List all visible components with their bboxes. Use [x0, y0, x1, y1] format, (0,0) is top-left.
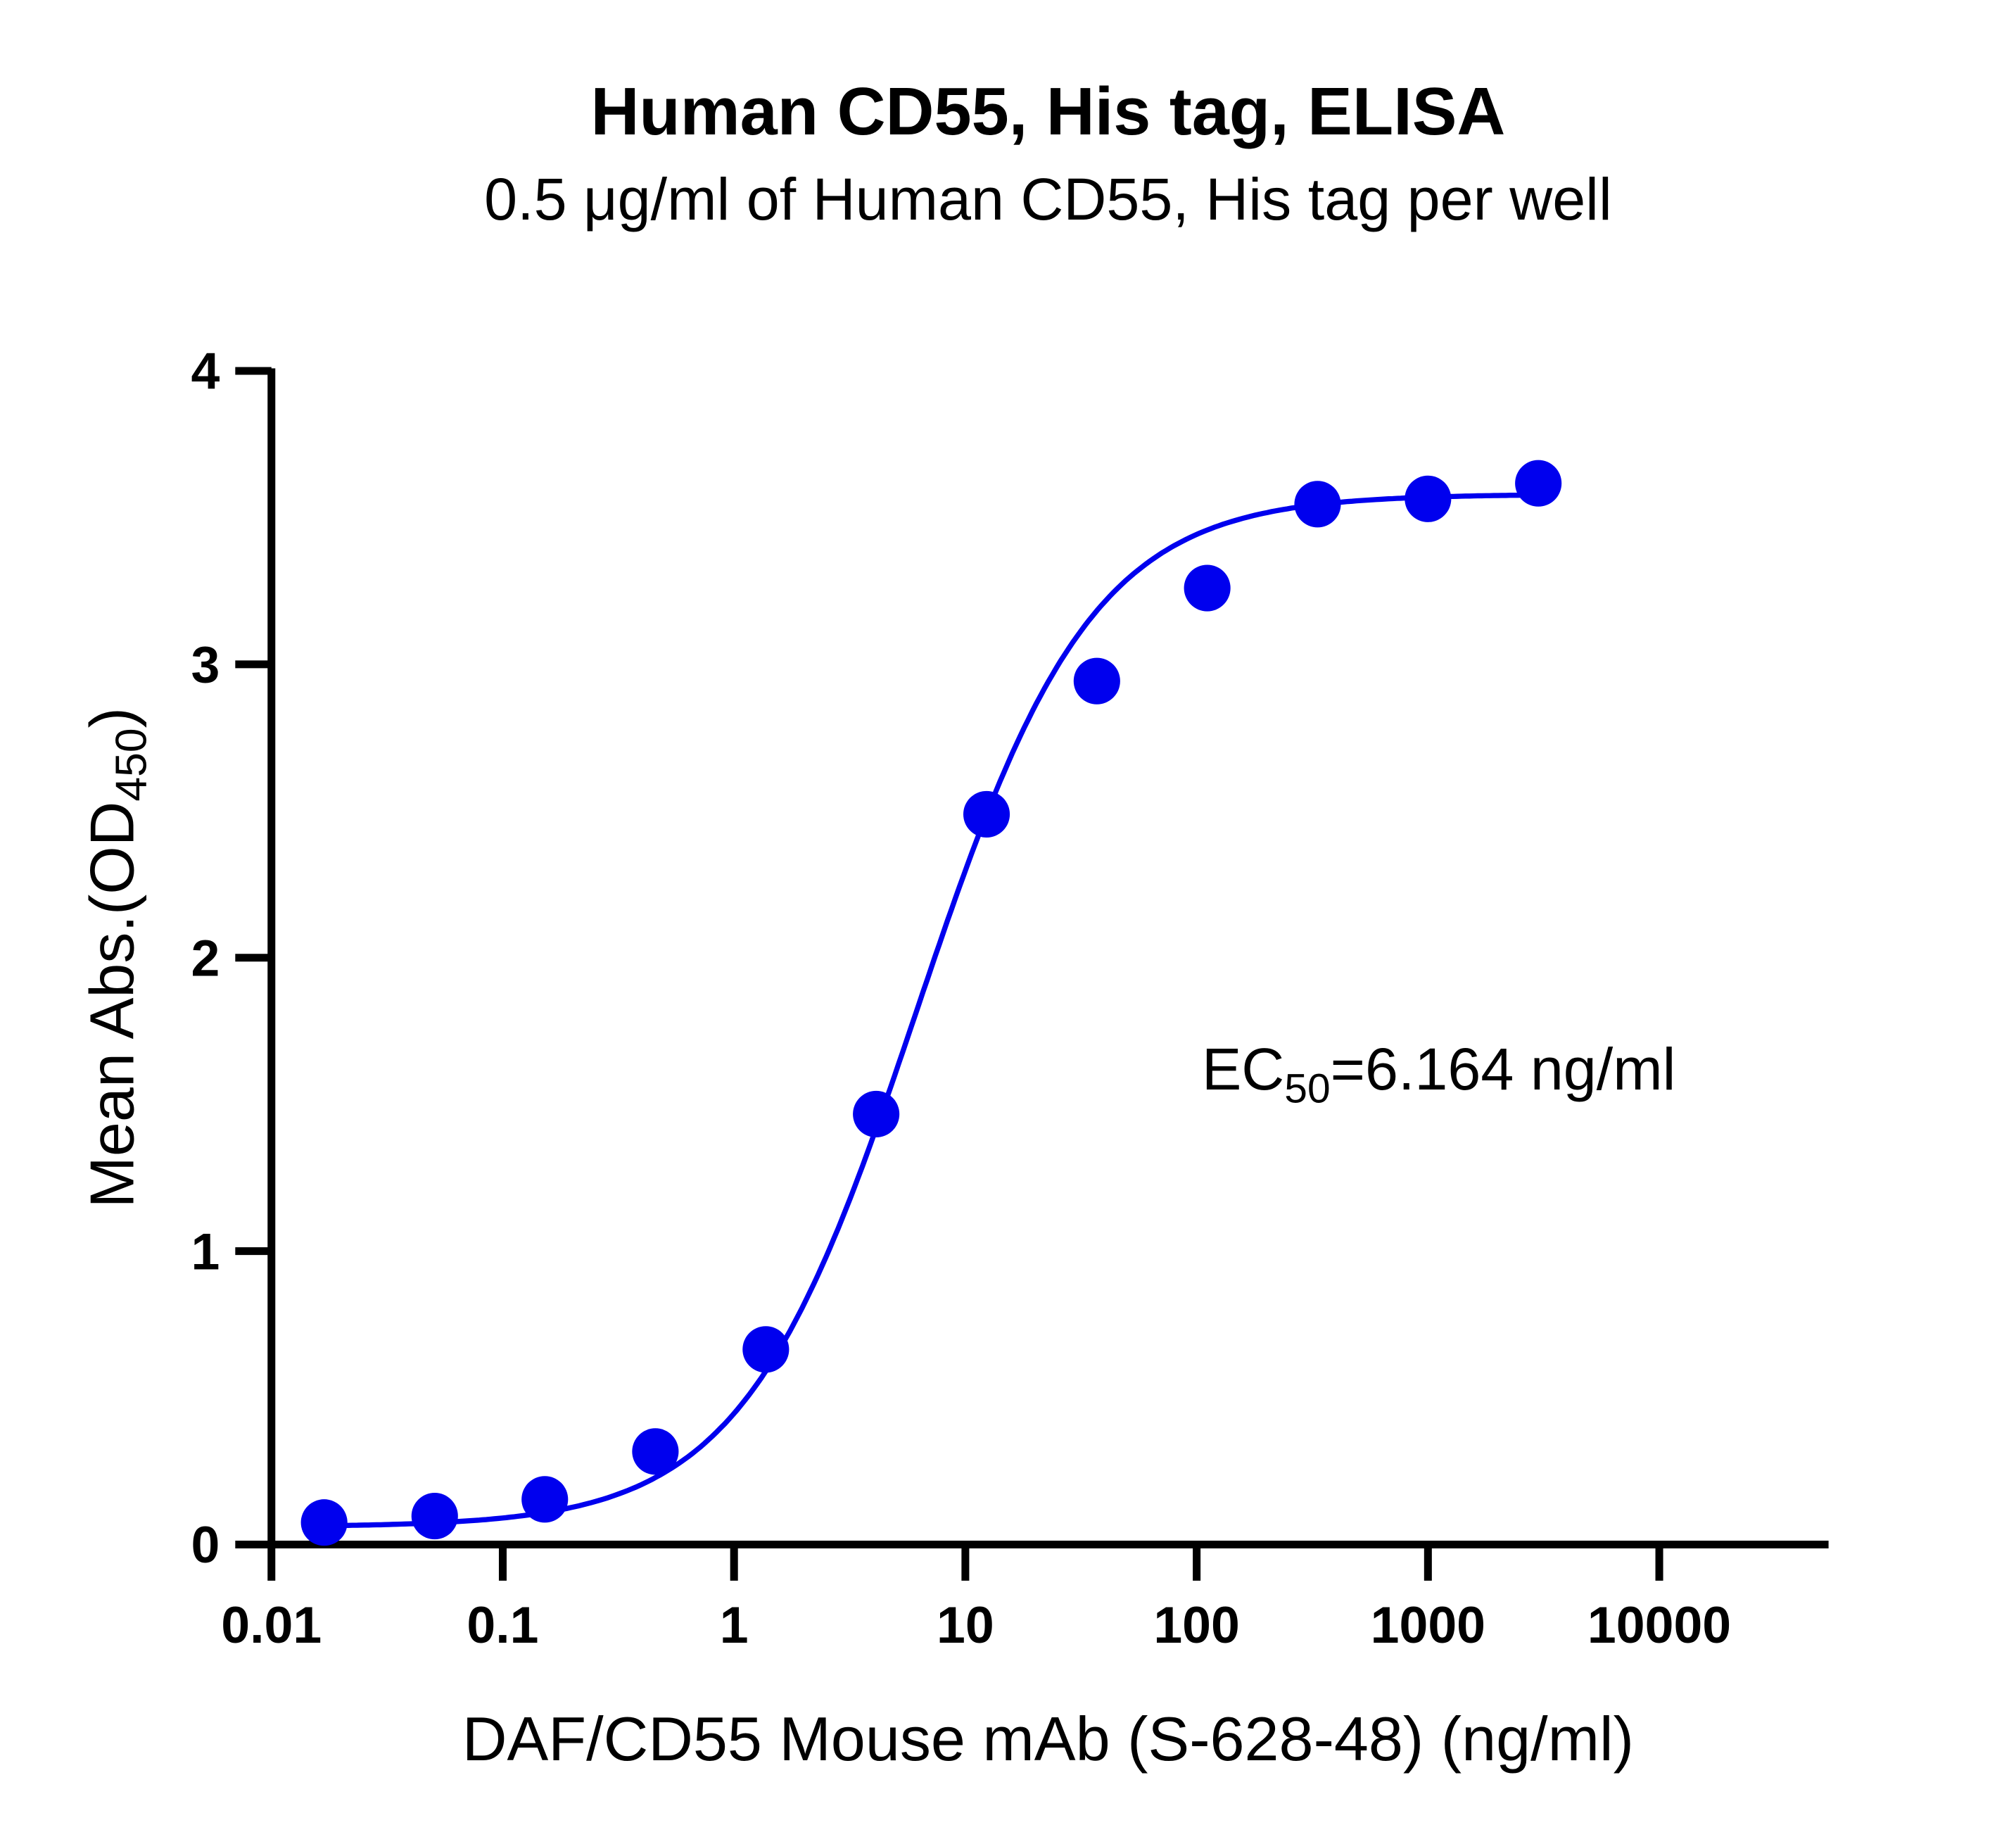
data-point [963, 790, 1010, 838]
x-tick-label: 1 [720, 1596, 749, 1654]
ec50-suffix: =6.164 ng/ml [1331, 1036, 1676, 1102]
y-axis-label-main: Mean Abs.(OD [77, 802, 146, 1208]
y-ticks: 0 1 2 3 4 [191, 343, 272, 1574]
data-point [1184, 564, 1231, 612]
y-axis-label: Mean Abs.(OD450) [77, 707, 156, 1208]
x-tick-label: 10 [937, 1596, 994, 1654]
data-point [632, 1428, 679, 1475]
x-tick-label: 10000 [1587, 1596, 1731, 1654]
data-point [1405, 475, 1452, 522]
data-point [1515, 460, 1562, 507]
ec50-prefix: EC [1202, 1036, 1284, 1102]
y-tick-label: 3 [191, 636, 220, 694]
ec50-annotation: EC50=6.164 ng/ml [1202, 1036, 1675, 1111]
data-point [853, 1090, 900, 1138]
x-tick-label: 0.1 [467, 1596, 538, 1654]
chart-subtitle: 0.5 μg/ml of Human CD55, His tag per wel… [484, 166, 1612, 232]
data-point [300, 1499, 348, 1546]
x-tick-label: 0.01 [221, 1596, 322, 1654]
y-tick-label: 1 [191, 1223, 220, 1280]
fit-curve [324, 492, 1539, 1529]
data-point [1294, 481, 1341, 528]
x-ticks: 0.01 0.1 1 10 100 1000 10000 [221, 1544, 1731, 1654]
y-tick-label: 0 [191, 1516, 220, 1574]
chart-title: Human CD55, His tag, ELISA [590, 75, 1505, 149]
x-tick-label: 1000 [1371, 1596, 1485, 1654]
y-axis-label-close: ) [77, 707, 146, 728]
data-point [411, 1493, 458, 1540]
data-point [1073, 657, 1120, 705]
axes [267, 368, 1829, 1549]
y-tick-label: 2 [191, 929, 220, 987]
data-point [742, 1326, 790, 1373]
x-axis-label: DAF/CD55 Mouse mAb (S-628-48) (ng/ml) [462, 1704, 1634, 1774]
y-tick-label: 4 [191, 343, 220, 400]
ec50-sub: 50 [1284, 1066, 1330, 1111]
y-axis-label-sub: 450 [107, 728, 156, 801]
data-points [300, 460, 1562, 1546]
x-tick-label: 100 [1153, 1596, 1240, 1654]
data-point [521, 1476, 569, 1523]
